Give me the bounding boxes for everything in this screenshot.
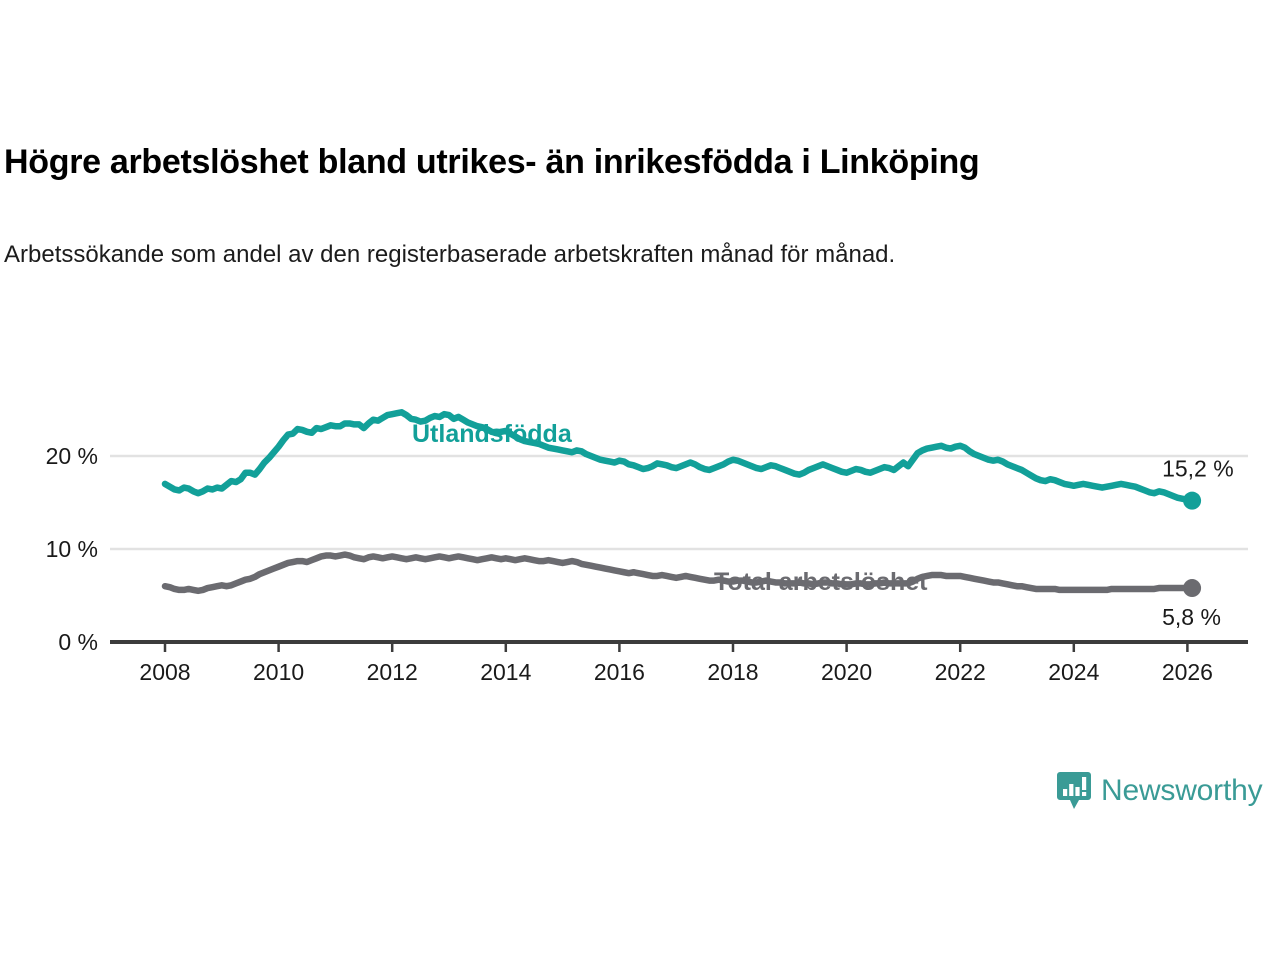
newsworthy-wordmark: Newsworthy (1101, 774, 1263, 807)
gridlines (110, 454, 1248, 551)
x-tick-label: 2018 (707, 659, 758, 685)
page-title: Högre arbetslöshet bland utrikes- än inr… (4, 143, 980, 181)
x-tick-label: 2010 (253, 659, 304, 685)
series-endpoint-dot (1183, 491, 1202, 510)
series-endpoint-dots (1183, 491, 1202, 598)
series-endpoint-dot (1183, 579, 1202, 598)
line-chart: 0 % 10 % 20 % 2008 2010 2012 2014 2016 2018 2020… (0, 360, 1280, 700)
y-tick-label: 10 % (46, 536, 98, 562)
x-tick-label: 2020 (821, 659, 872, 685)
x-tick-label: 2016 (594, 659, 645, 685)
x-tick-label: 2022 (935, 659, 986, 685)
series-line (161, 409, 1196, 504)
series-label-utlandsfodda: Utlandsfödda (412, 420, 573, 448)
series-label-total-arbetsloshet: Total arbetslöshet (714, 568, 928, 596)
newsworthy-bubble-icon (1057, 772, 1091, 809)
y-tick-label: 0 % (58, 629, 98, 655)
x-axis (110, 640, 1248, 652)
grey-end-value-label: 5,8 % (1162, 604, 1221, 630)
chart-canvas: 0 % 10 % 20 % 2008 2010 2012 2014 2016 2018 2020… (46, 409, 1248, 685)
page-subtitle: Arbetssökande som andel av den registerb… (4, 241, 896, 268)
x-tick-label: 2012 (367, 659, 418, 685)
series-annotations: Utlandsfödda Total arbetslöshet 15,2 % 5,8 … (412, 420, 1234, 630)
series-line (161, 551, 1196, 595)
y-axis-tick-labels: 0 % 10 % 20 % (46, 443, 98, 655)
x-tick-label: 2026 (1162, 659, 1213, 685)
x-tick-label: 2014 (480, 659, 531, 685)
series-lines (161, 409, 1196, 595)
x-axis-tick-labels: 2008 2010 2012 2014 2016 2018 2020 2022 2024 2026 (139, 659, 1213, 685)
newsworthy-logo: Newsworthy (1056, 770, 1263, 812)
x-tick-label: 2008 (139, 659, 190, 685)
teal-end-value-label: 15,2 % (1162, 456, 1234, 482)
x-tick-label: 2024 (1048, 659, 1099, 685)
y-tick-label: 20 % (46, 443, 98, 469)
